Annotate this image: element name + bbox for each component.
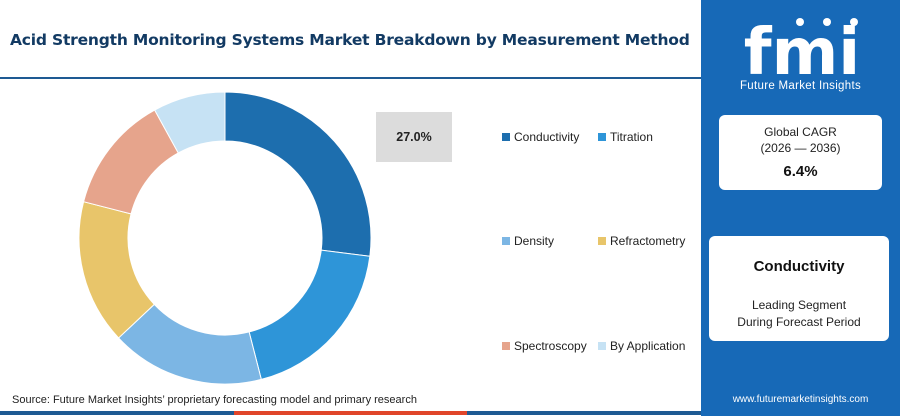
chart-icon [850,18,858,26]
legend-swatch [502,237,510,245]
donut-slice-by-application[interactable] [153,91,226,154]
legend-item-conductivity[interactable]: Conductivity [502,130,579,144]
legend-label: Spectroscopy [514,339,587,353]
cagr-period: (2026 — 2036) [760,141,841,155]
legend-swatch [502,342,510,350]
legend-label: By Application [610,339,686,353]
legend-item-refractometry[interactable]: Refractometry [598,234,685,248]
donut-chart [78,91,372,385]
bottom-divider-segment [0,411,234,415]
donut-slice-titration[interactable] [248,249,371,381]
legend-swatch [598,133,606,141]
title-divider [0,77,701,79]
legend-swatch [598,237,606,245]
legend-item-spectroscopy[interactable]: Spectroscopy [502,339,587,353]
bottom-divider-segment [233,411,468,415]
brand-name: Future Market Insights [739,80,861,92]
leading-segment-caption: Leading Segment [751,298,847,312]
globe-icon [796,18,804,26]
legend-label: Density [514,234,555,248]
source-note: Source: Future Market Insights’ propriet… [12,394,417,406]
bottom-divider-segment [467,411,702,415]
donut-slice-conductivity[interactable] [224,91,372,257]
chart-title: Acid Strength Monitoring Systems Market … [10,31,690,49]
legend-item-titration[interactable]: Titration [598,130,653,144]
legend-swatch [502,133,510,141]
legend-label: Titration [610,130,653,144]
leading-segment-caption-2: During Forecast Period [737,315,861,329]
brand-panel: fmi Future Market Insights Global CAGR (… [701,0,900,416]
conductivity-share-callout: 27.0% [376,112,452,162]
legend-swatch [598,342,606,350]
legend-item-by-application[interactable]: By Application [598,339,685,353]
cagr-value: 6.4% [783,163,818,180]
fmi-logo: fmi [744,16,860,84]
cagr-card: Global CAGR (2026 — 2036) 6.4% [719,115,882,190]
bottom-divider [0,411,702,415]
leading-segment-name: Conductivity [753,258,845,275]
leading-segment-card: Conductivity Leading Segment During Fore… [709,236,889,341]
cagr-label: Global CAGR [764,125,837,139]
website-link[interactable]: www.futuremarketinsights.com [732,394,869,405]
logo-wordmark: fmi [744,16,860,84]
person-icon [823,18,831,26]
legend-item-density[interactable]: Density [502,234,554,248]
legend-label: Refractometry [610,234,686,248]
legend-label: Conductivity [514,130,580,144]
